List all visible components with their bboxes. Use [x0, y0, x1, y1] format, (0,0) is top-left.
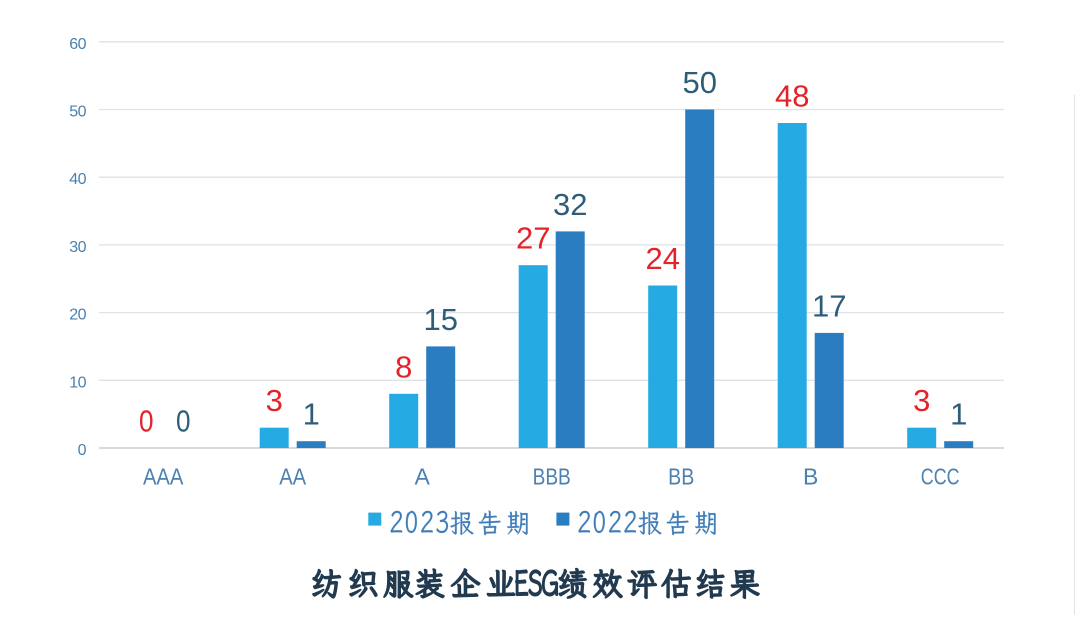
svg-text:10: 10	[69, 374, 86, 391]
svg-text:AA: AA	[279, 464, 307, 490]
svg-text:0: 0	[78, 442, 87, 459]
svg-text:3: 3	[913, 383, 930, 418]
svg-text:CCC: CCC	[921, 464, 960, 490]
svg-text:0: 0	[176, 404, 191, 439]
svg-text:15: 15	[423, 302, 457, 337]
svg-text:B: B	[803, 464, 818, 490]
svg-text:32: 32	[553, 187, 587, 222]
svg-text:3: 3	[266, 383, 283, 418]
svg-text:0: 0	[139, 404, 154, 439]
svg-text:AAA: AAA	[143, 464, 184, 490]
svg-text:1: 1	[950, 397, 967, 432]
svg-text:50: 50	[682, 65, 716, 100]
svg-text:40: 40	[69, 171, 86, 188]
svg-text:BBB: BBB	[533, 464, 571, 490]
svg-text:60: 60	[69, 36, 86, 53]
svg-text:24: 24	[645, 241, 679, 276]
svg-text:30: 30	[69, 239, 86, 256]
svg-text:48: 48	[775, 79, 809, 114]
svg-text:27: 27	[516, 221, 550, 256]
svg-text:17: 17	[812, 288, 846, 323]
svg-text:8: 8	[395, 349, 412, 384]
svg-text:A: A	[415, 464, 431, 490]
svg-text:20: 20	[69, 307, 86, 324]
svg-text:50: 50	[69, 104, 86, 121]
svg-text:BB: BB	[668, 464, 694, 490]
svg-text:1: 1	[303, 397, 320, 432]
